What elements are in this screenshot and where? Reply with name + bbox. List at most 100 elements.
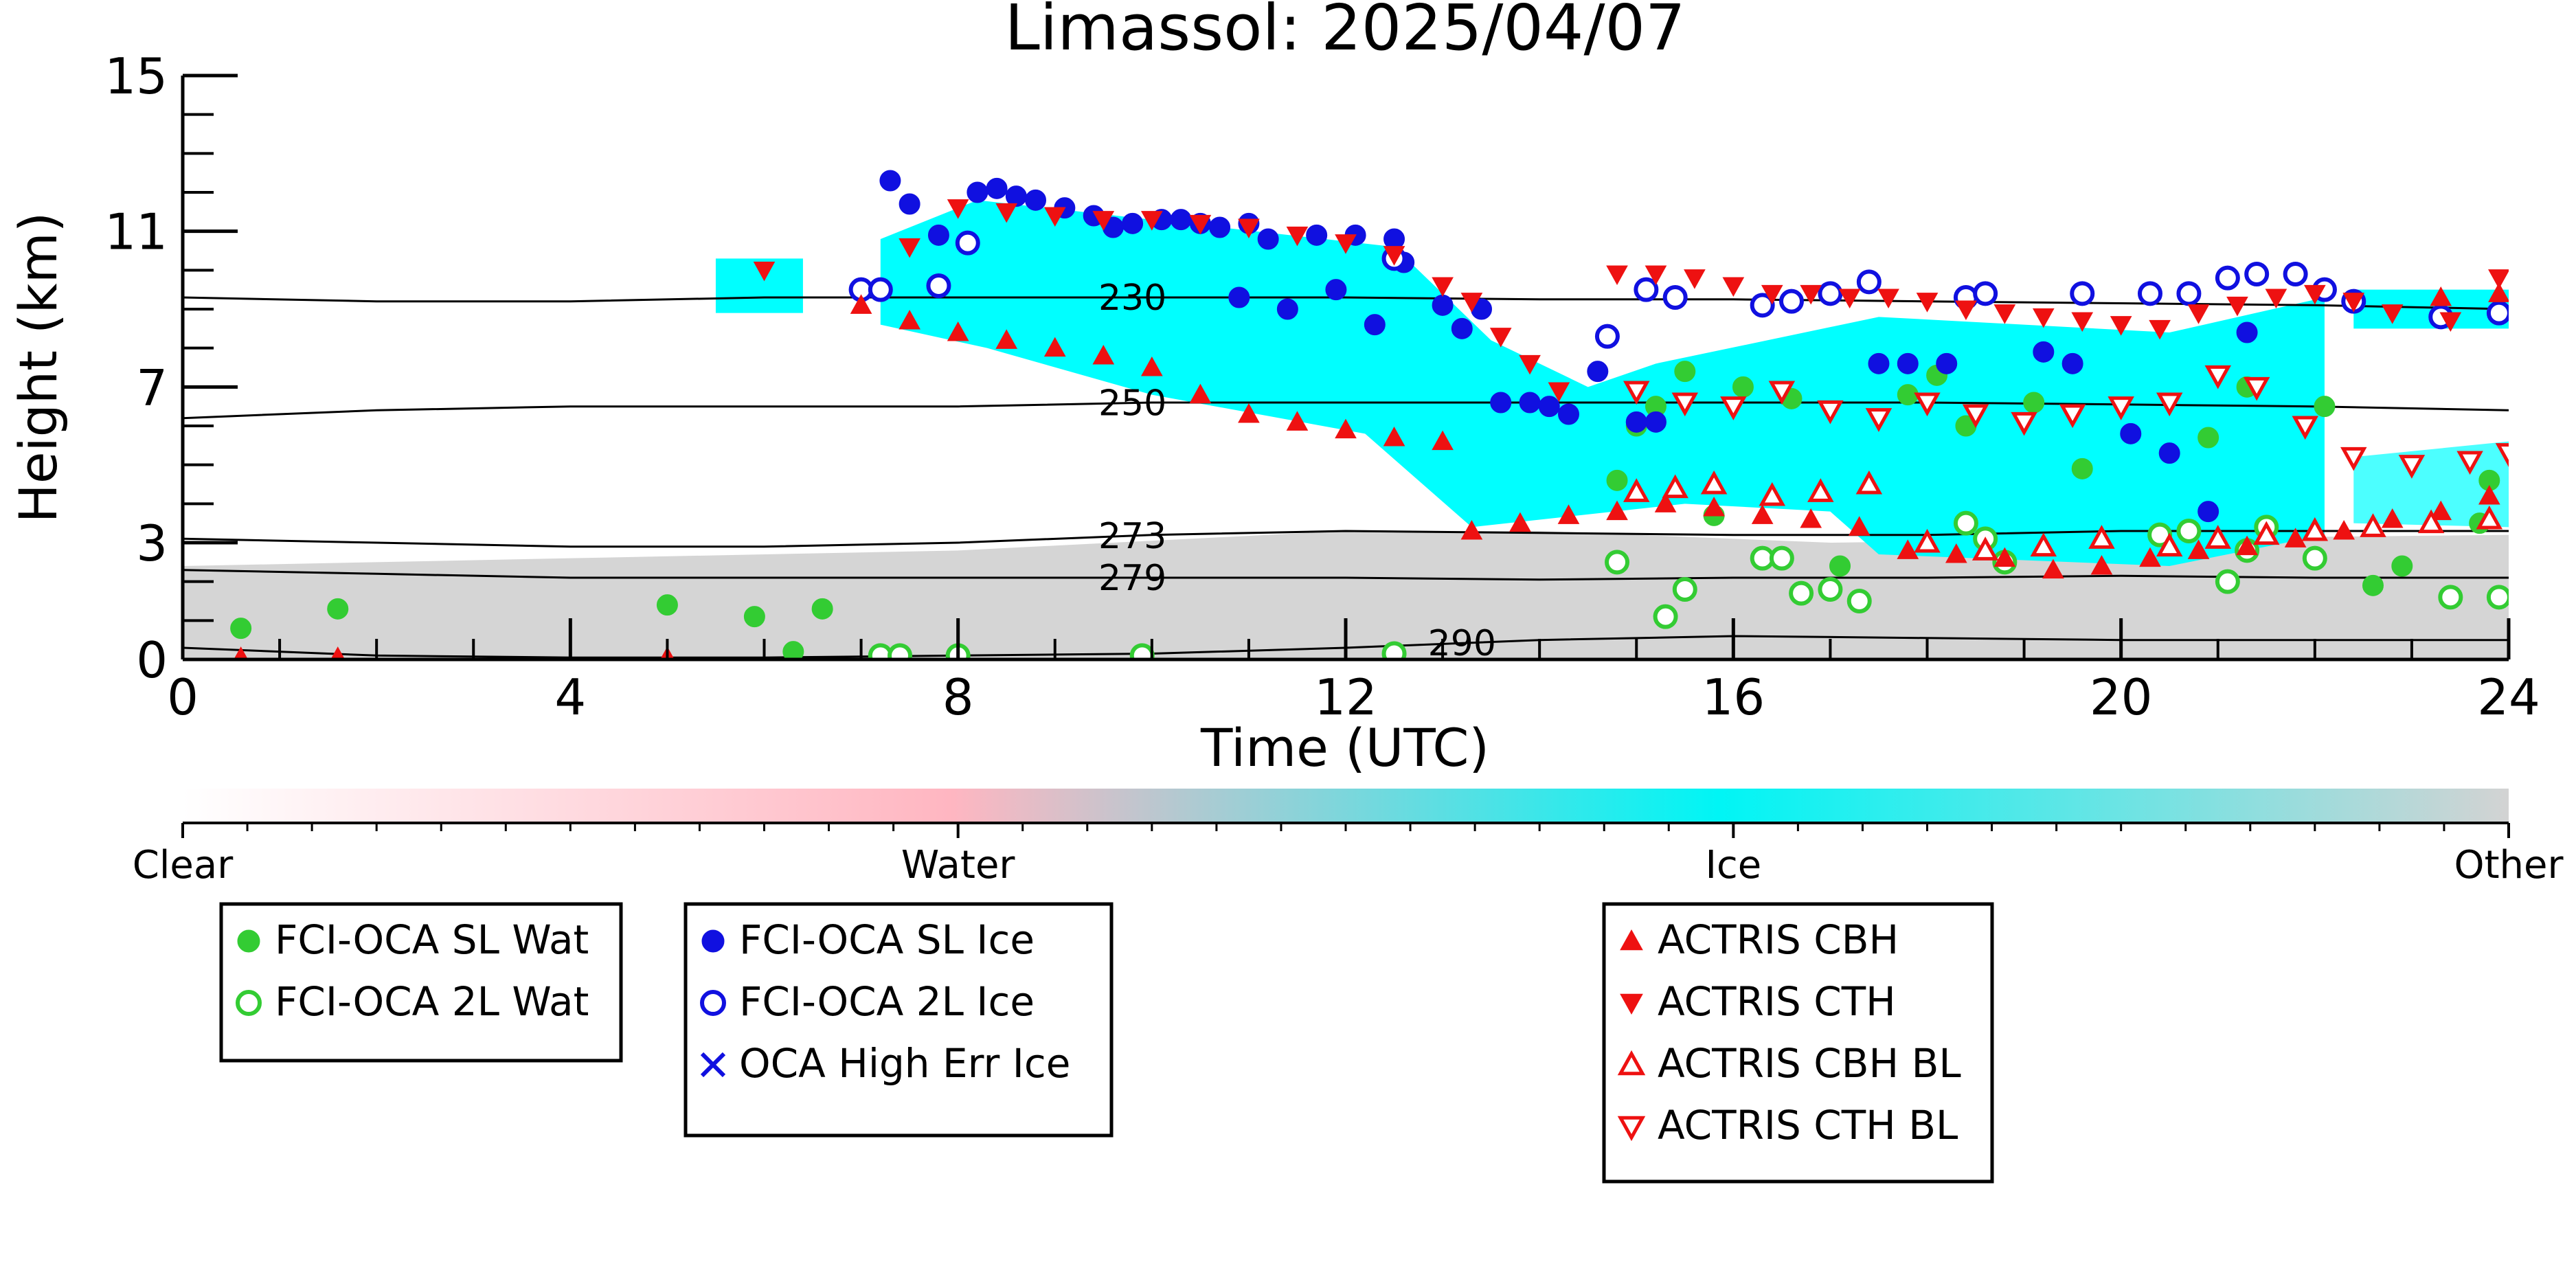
colorbar-label: Water [901, 843, 1016, 888]
marker-actris-cbh-bl [1855, 470, 1883, 495]
marker-actris-cbh [947, 321, 969, 341]
marker-actris-cth-bl [1720, 396, 1747, 420]
marker-fci-oca-sl-ice [2061, 352, 2083, 374]
y-tick-label: 7 [136, 359, 168, 416]
marker-actris-cbh [2381, 508, 2404, 528]
marker-actris-cbh [1703, 496, 1725, 517]
colorbar-label: Other [2454, 843, 2564, 888]
marker-actris-cth [2488, 269, 2509, 289]
marker-actris-cth [1043, 207, 1066, 227]
marker-fci-oca-2l-ice [1973, 281, 1998, 306]
marker-fci-oca-sl-ice [879, 170, 901, 192]
data-markers [230, 170, 2509, 659]
marker-fci-oca-2l-ice [2486, 300, 2509, 326]
marker-actris-cth-bl [1768, 381, 1796, 405]
marker-actris-cbh [234, 646, 249, 659]
legend-frame [1602, 902, 1994, 1184]
colorbar-label: Clear [133, 843, 234, 888]
marker-fci-oca-2l-wat [1672, 577, 1697, 602]
marker-actris-cbh-bl [1623, 478, 1650, 502]
legend-group: FCI-OCA SL Wat FCI-OCA 2L Wat FCI-OCA SL I… [219, 902, 1994, 1184]
marker-fci-oca-2l-wat [1381, 641, 1407, 659]
marker-fci-oca-2l-wat [2438, 585, 2463, 610]
marker-actris-cbh-bl [1700, 470, 1728, 495]
marker-fci-oca-2l-ice [1778, 289, 1804, 314]
marker-actris-cbh [1335, 418, 1357, 439]
marker-actris-cbh-bl [2301, 517, 2329, 541]
marker-actris-cth [1335, 234, 1357, 254]
marker-actris-cth [1800, 284, 1822, 305]
marker-fci-oca-sl-ice [1625, 411, 1647, 433]
plot-axes: 0 4 8 12 16 20 24 0 3 7 11 15 [104, 47, 2540, 726]
marker-actris-cbh-bl [1971, 536, 1999, 561]
legend-entry-label: FCI-OCA SL Wat [275, 916, 589, 963]
x-tick-label: 12 [1314, 668, 1377, 726]
marker-actris-cbh [1432, 430, 1454, 451]
marker-fci-oca-2l-ice [868, 277, 893, 302]
colorbar-gradient [183, 789, 2509, 823]
y-tick-label: 11 [104, 203, 168, 261]
marker-actris-cbh [1092, 344, 1115, 365]
marker-fci-oca-2l-ice [1594, 324, 1620, 349]
marker-fci-oca-2l-ice [955, 230, 980, 256]
marker-actris-cth-bl [1865, 408, 1893, 432]
legend-marker [1620, 929, 1643, 951]
x-tick-label: 16 [1702, 668, 1765, 726]
marker-actris-cbh [1848, 516, 1871, 536]
marker-actris-cbh [1238, 403, 1260, 423]
marker-fci-oca-2l-wat [1129, 643, 1155, 659]
marker-actris-cbh [2488, 282, 2509, 302]
marker-actris-cth [1684, 269, 1706, 289]
marker-fci-oca-sl-wat [2023, 392, 2045, 414]
legend-entry-label: ACTRIS CBH BL [1658, 1040, 1961, 1087]
marker-fci-oca-2l-ice [2070, 281, 2095, 306]
legend-marker [236, 990, 262, 1016]
contour-label: 273 [1098, 516, 1166, 557]
marker-fci-oca-sl-wat [2197, 427, 2219, 449]
legend-entry-label: ACTRIS CTH BL [1658, 1102, 1958, 1149]
marker-actris-cbh [1993, 547, 2016, 567]
marker-fci-oca-sl-wat [743, 606, 765, 628]
y-tick-label: 15 [104, 47, 168, 105]
marker-fci-oca-sl-ice [1364, 314, 1386, 336]
contour-label: 279 [1098, 558, 1166, 599]
marker-actris-cth [2439, 312, 2462, 332]
y-tick-label: 3 [136, 515, 168, 572]
legend-frame [683, 902, 1114, 1138]
marker-actris-cth [1877, 289, 1899, 309]
x-tick-label: 0 [167, 668, 199, 726]
marker-actris-cbh [330, 646, 346, 659]
marker-fci-oca-sl-ice [986, 177, 1008, 199]
marker-actris-cbh [2139, 547, 2161, 567]
marker-fci-oca-sl-ice [967, 181, 988, 203]
marker-actris-cbh-bl [1662, 474, 1688, 499]
marker-actris-cbh-bl [2204, 525, 2231, 549]
marker-fci-oca-sl-ice [2158, 442, 2180, 464]
marker-fci-oca-sl-wat [1674, 361, 1696, 383]
marker-fci-oca-sl-ice [1025, 189, 1047, 211]
marker-fci-oca-sl-ice [927, 224, 949, 246]
marker-actris-cth [899, 238, 920, 258]
contour-label: 290 [1428, 623, 1496, 664]
chart-title: Limassol: 2025/04/07 [1004, 0, 1685, 65]
legend-frame [219, 902, 623, 1063]
legend-box-3: ACTRIS CBH ACTRIS CTH ACTRIS CBH BL ACTRIS … [1602, 902, 1994, 1184]
marker-fci-oca-sl-ice [1209, 216, 1231, 238]
legend-entry-label: ACTRIS CBH [1658, 916, 1899, 963]
legend-marker [1620, 993, 1643, 1015]
marker-actris-cbh [2090, 554, 2113, 575]
marker-actris-cbh [1189, 383, 1212, 404]
marker-actris-cth-bl [2011, 411, 2037, 436]
marker-fci-oca-sl-ice [1306, 224, 1328, 246]
legend-marker [701, 929, 725, 953]
marker-actris-cth-bl [2456, 451, 2483, 475]
marker-actris-cth [2187, 304, 2210, 324]
marker-fci-oca-sl-ice [1122, 212, 1144, 234]
marker-fci-oca-sl-ice [1170, 209, 1192, 231]
marker-fci-oca-2l-wat [1818, 577, 1843, 602]
legend-marker [700, 990, 726, 1016]
marker-actris-cth [1286, 226, 1309, 247]
marker-actris-cbh [1800, 508, 1822, 528]
marker-fci-oca-sl-ice [1587, 361, 1609, 383]
marker-actris-cbh [1383, 426, 1405, 447]
